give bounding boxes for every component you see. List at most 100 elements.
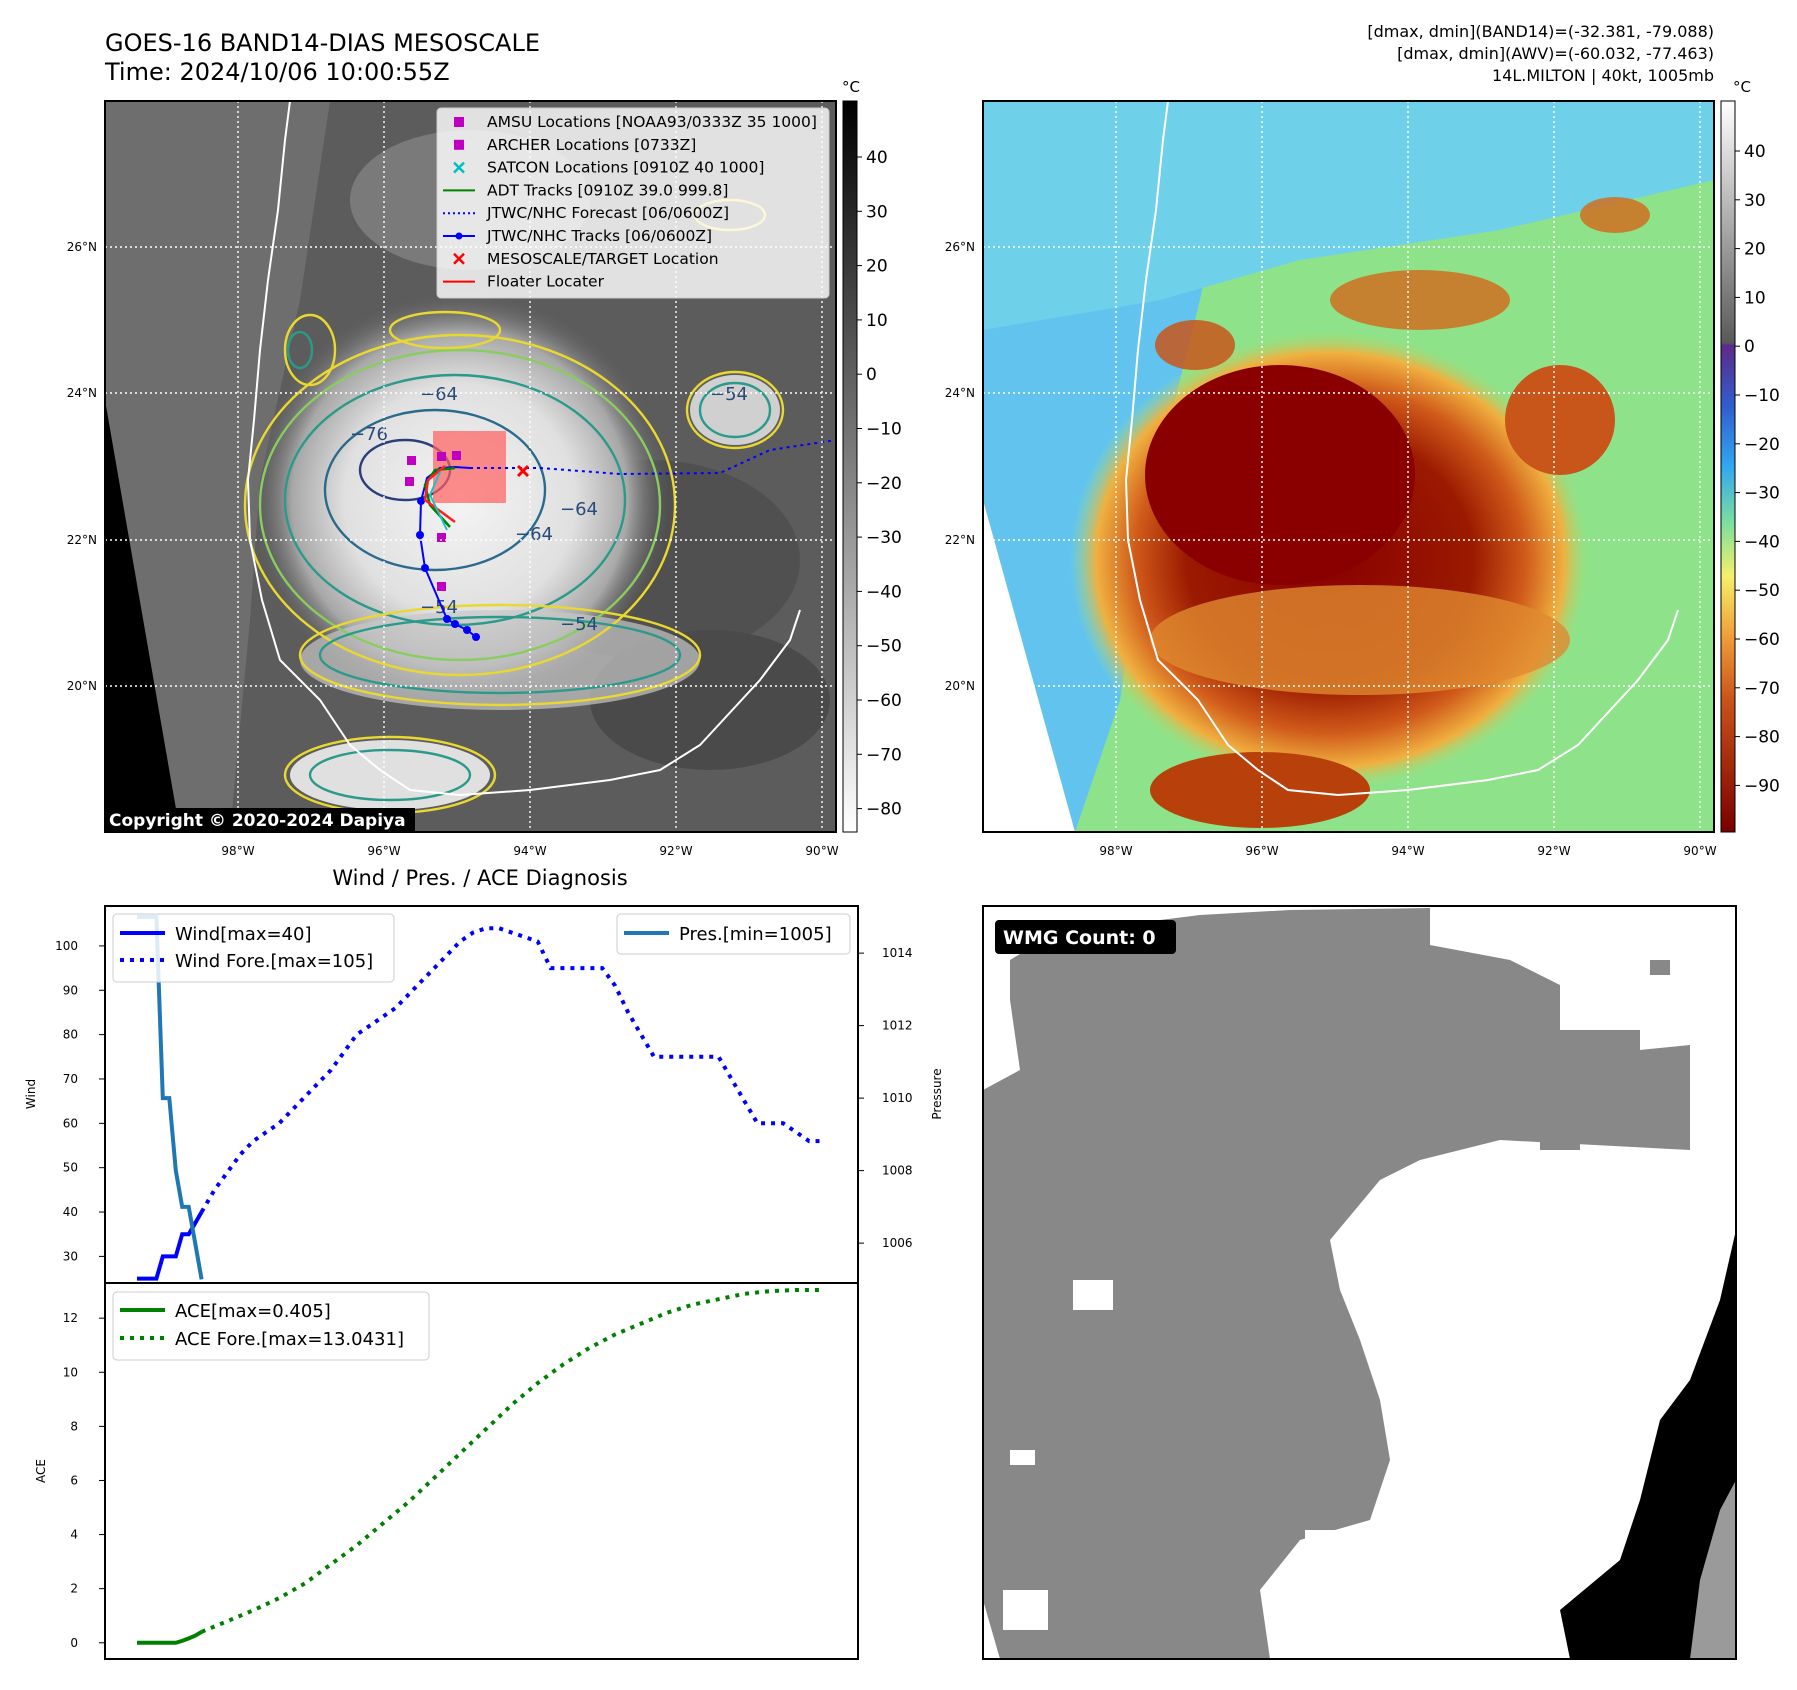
map-legend-item: SATCON Locations [0910Z 40 1000] — [453, 159, 764, 177]
map-legend-item: ARCHER Locations [0733Z] — [454, 136, 696, 154]
band14-colorbar-tick-label: 40 — [866, 148, 888, 168]
diagnosis-title: Wind / Pres. / ACE Diagnosis — [332, 866, 627, 890]
awv-colorbar-tick-label: −50 — [1744, 581, 1780, 601]
wind-legend-label: Wind[max=40] — [175, 924, 312, 945]
info-line-1: [dmax, dmin](BAND14)=(-32.381, -79.088) — [1367, 22, 1714, 41]
ace-tick-label: 4 — [70, 1528, 78, 1542]
map-legend-label: MESOSCALE/TARGET Location — [487, 250, 719, 268]
map-legend-label: SATCON Locations [0910Z 40 1000] — [487, 159, 764, 177]
band14-colorbar-unit: °C — [842, 78, 860, 96]
band14-lon-labels: 98°W 96°W 94°W 92°W 90°W — [221, 844, 838, 858]
band14-colorbar-tick-label: −70 — [866, 745, 902, 765]
ace-legend-label: ACE[max=0.405] — [175, 1301, 331, 1322]
awv-colorbar-tick-label: 30 — [1744, 191, 1766, 211]
awv-colorbar-tick-label: −70 — [1744, 679, 1780, 699]
wmg-badge-text: WMG Count: 0 — [1003, 927, 1156, 949]
wind-tick-label: 90 — [63, 983, 78, 997]
map-legend-label: JTWC/NHC Tracks [06/0600Z] — [486, 227, 712, 245]
band14-lon-label: 94°W — [513, 844, 546, 858]
band14-lat-label: 24°N — [67, 386, 97, 400]
band14-colorbar-tick-label: −30 — [866, 528, 902, 548]
band14-colorbar-tick-label: −20 — [866, 474, 902, 494]
wind-tick-label: 100 — [55, 939, 78, 953]
legend-x-marker — [453, 161, 465, 174]
awv-lat-label: 22°N — [945, 533, 975, 547]
map-legend-label: JTWC/NHC Forecast [06/0600Z] — [486, 204, 729, 222]
legend-dot-marker — [455, 232, 463, 240]
wind-ylabel: Wind — [24, 1079, 38, 1109]
info-line-2: [dmax, dmin](AWV)=(-60.032, -77.463) — [1397, 44, 1714, 63]
wind-pressure-panel: 100 90 80 70 60 50 40 30 1014 1012 1010 1008 1006 W… — [24, 905, 944, 1284]
map-legend-label: AMSU Locations [NOAA93/0333Z 35 1000] — [487, 113, 817, 131]
ace-tick-label: 8 — [70, 1419, 78, 1433]
info-line-3: 14L.MILTON | 40kt, 1005mb — [1492, 66, 1714, 85]
wind-tick-label: 60 — [63, 1116, 78, 1130]
awv-colorbar-tick-label: −90 — [1744, 776, 1780, 796]
awv-lon-label: 92°W — [1537, 844, 1570, 858]
band14-colorbar-tick-label: 0 — [866, 365, 877, 385]
band14-lat-label: 22°N — [67, 533, 97, 547]
awv-lat-labels: 26°N 24°N 22°N 20°N — [945, 240, 975, 693]
ace-tick-label: 10 — [63, 1365, 78, 1379]
wind-tick-label: 80 — [63, 1028, 78, 1042]
map-legend-item: Floater Locater — [443, 273, 605, 291]
band14-colorbar-tick-label: 20 — [866, 257, 888, 277]
awv-lat-label: 26°N — [945, 240, 975, 254]
ace-observed-line — [137, 1630, 203, 1645]
band14-colorbar-tick-label: −40 — [866, 582, 902, 602]
pressure-tick-label: 1012 — [882, 1019, 913, 1033]
awv-colorbar-tick-label: −60 — [1744, 630, 1780, 650]
map-legend-item: JTWC/NHC Forecast [06/0600Z] — [443, 204, 729, 222]
wind-tick-label: 40 — [63, 1205, 78, 1219]
band14-lon-label: 90°W — [805, 844, 838, 858]
band14-lat-label: 20°N — [67, 679, 97, 693]
awv-map — [983, 101, 1714, 832]
figure-title: GOES-16 BAND14-DIAS MESOSCALE — [105, 29, 540, 57]
awv-colorbar-tick-label: 20 — [1744, 240, 1766, 260]
wind-observed-line — [137, 1211, 204, 1281]
wmg-frame — [982, 905, 1737, 1660]
band14-colorbar-tick-label: −10 — [866, 420, 902, 440]
pressure-tick-label: 1006 — [882, 1236, 913, 1250]
map-legend-label: ADT Tracks [0910Z 39.0 999.8] — [487, 181, 728, 199]
awv-colorbar-tick-label: 0 — [1744, 337, 1755, 357]
band14-lon-label: 92°W — [659, 844, 692, 858]
band14-lat-labels: 26°N 24°N 22°N 20°N — [67, 240, 97, 693]
band14-colorbar-tick-label: 10 — [866, 311, 888, 331]
awv-colorbar-tick-label: −10 — [1744, 386, 1780, 406]
pressure-tick-label: 1008 — [882, 1164, 913, 1178]
svg-text:−76: −76 — [350, 424, 388, 445]
wind-tick-label: 70 — [63, 1072, 78, 1086]
pres-legend-box — [616, 913, 851, 955]
ace-tick-label: 12 — [63, 1311, 78, 1325]
awv-lon-labels: 98°W 96°W 94°W 92°W 90°W — [1099, 844, 1716, 858]
band14-colorbar-tick-label: −60 — [866, 691, 902, 711]
wmg-panel — [983, 906, 1736, 1659]
svg-text:−64: −64 — [420, 384, 458, 405]
band14-colorbar-tick-label: −50 — [866, 637, 902, 657]
awv-colorbar-tick-label: −40 — [1744, 532, 1780, 552]
copyright-badge — [105, 808, 415, 832]
svg-text:−54: −54 — [560, 614, 598, 635]
map-legend-label: ARCHER Locations [0733Z] — [487, 136, 696, 154]
awv-lon-label: 94°W — [1391, 844, 1424, 858]
map-legend: AMSU Locations [NOAA93/0333Z 35 1000] ARC… — [436, 107, 830, 299]
contour-labels: −76 −64 −64 −64 −54 −54 −54 — [350, 384, 748, 635]
ace-tick-label: 6 — [70, 1473, 78, 1487]
awv-map-frame — [982, 100, 1715, 833]
ace-tick-label: 2 — [70, 1582, 78, 1596]
ace-forecast-line — [200, 1288, 822, 1634]
legend-x-marker — [453, 252, 465, 265]
band14-lon-label: 96°W — [367, 844, 400, 858]
awv-colorbar-tick-label: −30 — [1744, 484, 1780, 504]
awv-lon-label: 90°W — [1683, 844, 1716, 858]
wind-tick-label: 50 — [63, 1161, 78, 1175]
copyright-text: Copyright © 2020-2024 Dapiya — [109, 811, 406, 831]
figure-time: Time: 2024/10/06 10:00:55Z — [104, 58, 450, 86]
awv-colorbar-tick-label: 40 — [1744, 142, 1766, 162]
legend-square-marker — [454, 139, 464, 150]
band14-colorbar: °C 40 30 20 10 0 −10 −20 −30 −40 −50 −60 −70 −80 — [842, 78, 902, 833]
svg-text:−54: −54 — [420, 597, 458, 618]
awv-colorbar: °C 40 30 20 10 0 −10 −20 −30 −40 −50 −60 −70 −80 −90 — [1720, 78, 1780, 833]
